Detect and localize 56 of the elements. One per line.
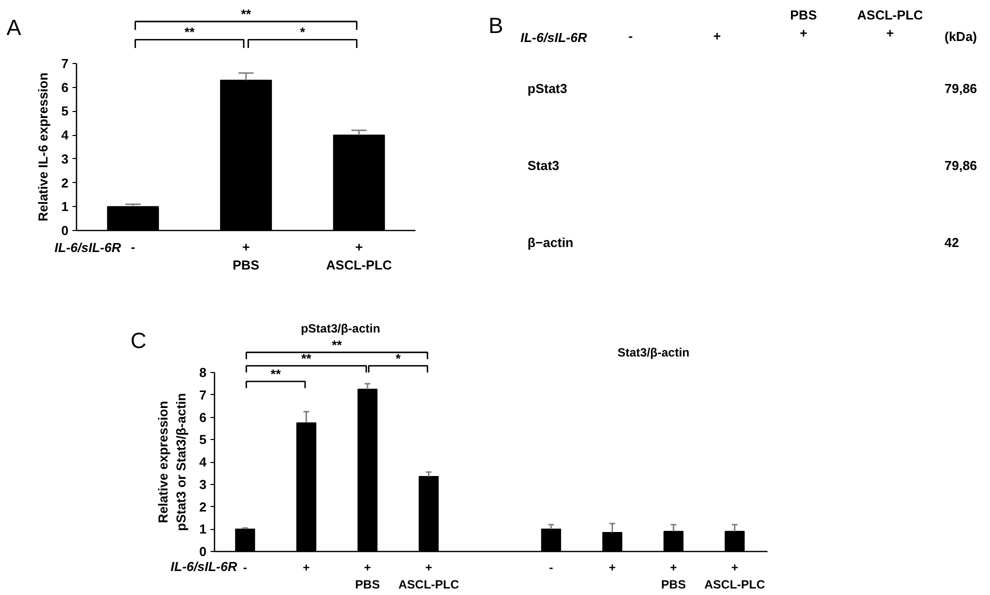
category-label: -	[628, 28, 633, 44]
text: **	[240, 6, 252, 22]
x-axis-title: IL-6/sIL-6R	[170, 559, 238, 574]
category-label: Stat3	[528, 158, 560, 173]
text: B	[488, 13, 504, 38]
chart-title: A	[6, 15, 22, 40]
text: IL-6/sIL-6R	[520, 30, 588, 45]
y-tick-label: 8	[199, 365, 207, 380]
y-tick-label: 2	[61, 175, 69, 190]
text: (kDa)	[944, 29, 978, 44]
y-tick-label: 7	[199, 387, 207, 402]
text: **	[184, 24, 196, 40]
y-tick-label: 3	[199, 476, 207, 492]
category-label: +	[713, 28, 722, 44]
y-tick-label: 4	[61, 128, 70, 143]
category-label: 42	[944, 235, 959, 250]
y-tick-label: 2	[199, 499, 207, 514]
y-tick-label: 0	[199, 544, 207, 559]
y-tick-label: 1	[61, 199, 69, 214]
text: **	[332, 337, 343, 352]
annotation: **	[270, 366, 282, 382]
text: *	[396, 350, 402, 366]
x-tick-label: + PBS	[232, 240, 260, 272]
x-tick-label: + PBS	[355, 560, 380, 592]
y-tick-label: 6	[61, 80, 69, 95]
text: *	[300, 24, 306, 40]
y-tick-label: 6	[199, 410, 207, 425]
x-tick-label: + ASCL-PLC	[704, 560, 766, 592]
category-label: ASCL-PLC +	[857, 8, 924, 40]
x-tick-label: + ASCL-PLC	[326, 240, 392, 272]
chart-title: C	[130, 328, 146, 353]
text: **	[301, 350, 312, 366]
y-axis-title: Relative expression pStat3 or Stat3/β-actin	[155, 392, 188, 531]
category-label: 79,86	[944, 81, 978, 96]
x-axis-title: IL-6/sIL-6R	[54, 240, 122, 255]
y-tick-label: 7	[61, 56, 69, 71]
category-label: 79,86	[944, 158, 978, 173]
category-label: PBS +	[790, 8, 818, 40]
x-tick-label: + PBS	[661, 560, 686, 592]
y-tick-label: 0	[61, 223, 69, 238]
category-label: β−actin	[528, 235, 574, 250]
x-tick-label: -	[549, 560, 554, 574]
y-tick-label: 3	[61, 151, 69, 166]
x-tick-label: +	[608, 560, 616, 574]
category-label: pStat3	[528, 81, 568, 96]
y-tick-label: 5	[61, 104, 69, 119]
y-tick-label: 5	[199, 432, 207, 448]
chart-subtitle: Stat3/β-actin	[617, 346, 690, 360]
x-tick-label: -	[130, 240, 136, 254]
x-tick-label: +	[302, 560, 310, 574]
x-tick-label: + ASCL-PLC	[398, 560, 460, 592]
y-tick-label: 1	[199, 522, 207, 537]
chart-subtitle: pStat3/β-actin	[300, 322, 380, 336]
y-tick-label: 4	[199, 454, 208, 470]
x-tick-label: -	[243, 560, 248, 574]
y-axis-title: Relative IL-6 expression	[35, 72, 50, 222]
